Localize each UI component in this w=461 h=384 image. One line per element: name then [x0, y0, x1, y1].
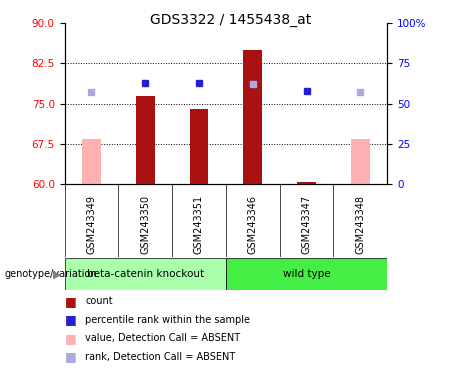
- Text: genotype/variation: genotype/variation: [5, 269, 97, 279]
- Text: beta-catenin knockout: beta-catenin knockout: [87, 269, 204, 279]
- Text: GSM243346: GSM243346: [248, 195, 258, 254]
- Text: wild type: wild type: [283, 269, 331, 279]
- Bar: [351, 139, 370, 184]
- Text: rank, Detection Call = ABSENT: rank, Detection Call = ABSENT: [85, 352, 236, 362]
- Text: ■: ■: [65, 350, 76, 363]
- Text: GSM243351: GSM243351: [194, 195, 204, 254]
- Text: ■: ■: [65, 313, 76, 326]
- Text: count: count: [85, 296, 113, 306]
- Text: GSM243349: GSM243349: [86, 195, 96, 254]
- Text: ▶: ▶: [53, 269, 61, 279]
- Bar: [65, 258, 226, 290]
- Bar: [82, 139, 101, 184]
- Bar: [226, 258, 387, 290]
- Text: GSM243350: GSM243350: [140, 195, 150, 254]
- Text: ■: ■: [65, 332, 76, 345]
- Text: GDS3322 / 1455438_at: GDS3322 / 1455438_at: [150, 13, 311, 27]
- Text: GSM243348: GSM243348: [355, 195, 366, 254]
- Text: ■: ■: [65, 295, 76, 308]
- Text: GSM243347: GSM243347: [301, 195, 312, 254]
- Bar: [243, 50, 262, 184]
- Bar: [297, 182, 316, 184]
- Text: percentile rank within the sample: percentile rank within the sample: [85, 315, 250, 325]
- Text: value, Detection Call = ABSENT: value, Detection Call = ABSENT: [85, 333, 240, 343]
- Bar: [189, 109, 208, 184]
- Bar: [136, 96, 154, 184]
